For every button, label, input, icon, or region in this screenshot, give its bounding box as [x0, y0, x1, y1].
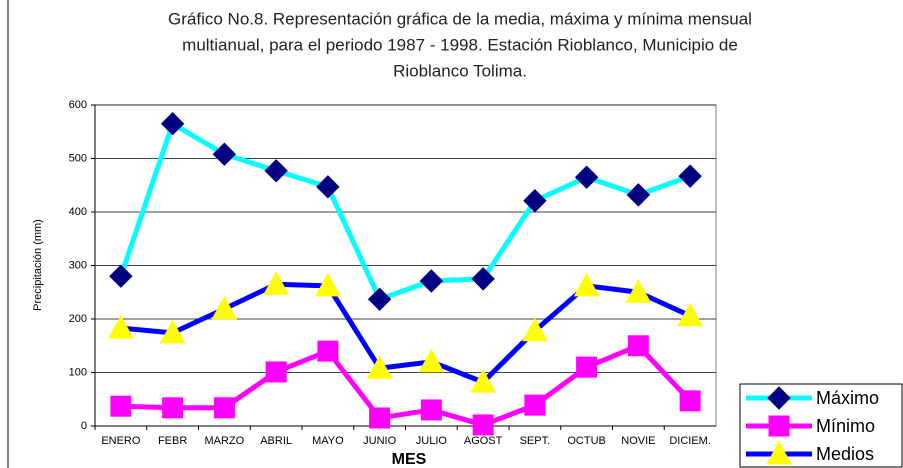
y-axis-label: Precipitación (mm)	[32, 219, 44, 311]
x-tick-label: ENERO	[101, 435, 141, 447]
y-tick-label: 600	[69, 99, 87, 111]
x-tick-label: SEPT.	[520, 435, 551, 447]
x-tick-label: MAYO	[312, 435, 344, 447]
data-point	[265, 361, 287, 383]
legend-label: Medios	[816, 444, 874, 464]
x-tick-label: ABRIL	[260, 435, 292, 447]
legend-label: Mínimo	[816, 416, 875, 436]
x-tick-label: JUNIO	[363, 435, 396, 447]
data-point	[625, 279, 652, 303]
y-tick-label: 500	[69, 152, 87, 164]
data-point	[472, 414, 494, 436]
data-point	[524, 394, 546, 416]
data-point	[211, 295, 238, 320]
y-tick-label: 100	[69, 366, 87, 378]
legend-marker	[766, 440, 792, 465]
data-point	[627, 335, 649, 357]
data-point	[162, 397, 184, 419]
chart-title: multianual, para el periodo 1987 - 1998.…	[182, 35, 738, 54]
chart-title: Gráfico No.8. Representación gráfica de …	[168, 9, 752, 28]
data-point	[419, 269, 444, 293]
data-point	[470, 369, 496, 393]
data-point	[317, 340, 339, 362]
chart-title: Rioblanco Tolima.	[393, 61, 527, 80]
x-tick-label: FEBR	[158, 435, 187, 447]
y-tick-label: 200	[69, 313, 87, 325]
data-point	[369, 407, 391, 429]
x-tick-label: NOVIE	[621, 435, 655, 447]
data-point	[110, 395, 132, 417]
data-point	[108, 315, 134, 339]
data-point	[677, 302, 703, 327]
data-point	[263, 271, 289, 295]
legend-marker	[767, 386, 791, 410]
data-point	[574, 165, 599, 189]
data-point	[159, 319, 186, 344]
data-point	[212, 142, 237, 166]
data-point	[576, 356, 598, 378]
data-point	[160, 112, 185, 136]
data-point	[316, 175, 340, 199]
x-tick-label: JULIO	[416, 435, 448, 447]
data-point	[367, 287, 392, 311]
x-tick-label: OCTUB	[567, 435, 606, 447]
x-tick-label: AGOST	[464, 435, 503, 447]
data-point	[213, 397, 235, 419]
data-point	[522, 317, 548, 342]
data-point	[678, 164, 702, 188]
x-tick-label: DICIEM.	[669, 435, 711, 447]
data-point	[573, 272, 600, 297]
y-tick-label: 300	[69, 259, 87, 271]
data-point	[366, 355, 393, 379]
y-tick-label: 400	[69, 206, 87, 218]
legend-marker	[768, 415, 790, 437]
data-point	[109, 264, 133, 288]
data-point	[679, 390, 701, 412]
x-axis-label: MES	[392, 451, 427, 468]
y-tick-label: 0	[81, 420, 87, 432]
legend-label: Máximo	[816, 388, 879, 408]
data-point	[418, 348, 445, 373]
data-point	[264, 159, 288, 183]
data-point	[420, 399, 442, 421]
data-point	[523, 189, 547, 213]
data-point	[471, 267, 495, 291]
data-point	[315, 272, 341, 297]
x-tick-label: MARZO	[205, 435, 245, 447]
data-point	[626, 183, 651, 207]
